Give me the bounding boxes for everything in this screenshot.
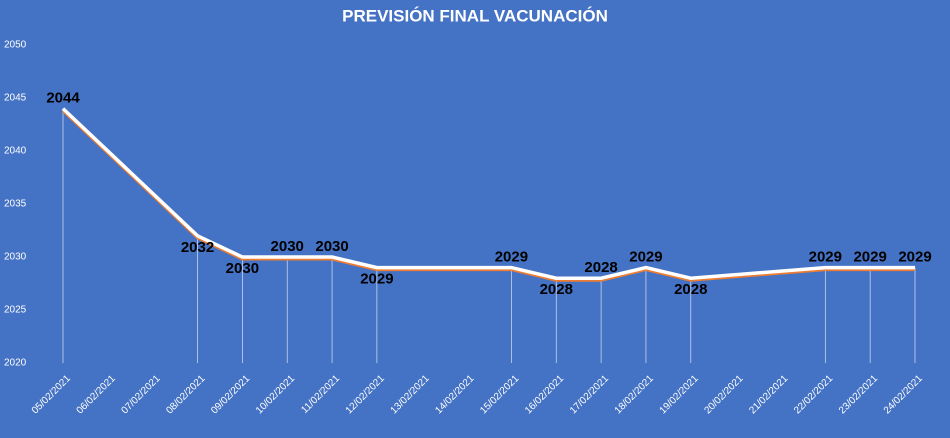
y-tick-label: 2030 xyxy=(4,252,27,263)
data-label: 2030 xyxy=(271,238,304,255)
line-shadow xyxy=(61,109,915,282)
y-tick-label: 2035 xyxy=(4,199,27,210)
data-label: 2029 xyxy=(629,249,662,266)
y-tick-label: 2025 xyxy=(4,305,27,316)
data-label: 2028 xyxy=(674,281,707,298)
y-tick-label: 2040 xyxy=(4,146,27,157)
y-tick-label: 2020 xyxy=(4,358,27,369)
chart-title: PREVISIÓN FINAL VACUNACIÓN xyxy=(342,6,608,25)
line xyxy=(61,107,915,280)
data-label: 2030 xyxy=(315,238,348,255)
data-label: 2029 xyxy=(898,249,931,266)
data-label: 2028 xyxy=(540,281,573,298)
y-tick-label: 2050 xyxy=(4,40,27,51)
data-label: 2032 xyxy=(181,239,214,256)
data-label: 2029 xyxy=(809,249,842,266)
data-label: 2029 xyxy=(360,271,393,288)
data-label: 2044 xyxy=(46,90,80,107)
data-label: 2028 xyxy=(584,259,617,276)
data-label: 2030 xyxy=(226,260,259,277)
data-label: 2029 xyxy=(495,249,528,266)
y-tick-label: 2045 xyxy=(4,93,27,104)
data-label: 2029 xyxy=(853,249,886,266)
